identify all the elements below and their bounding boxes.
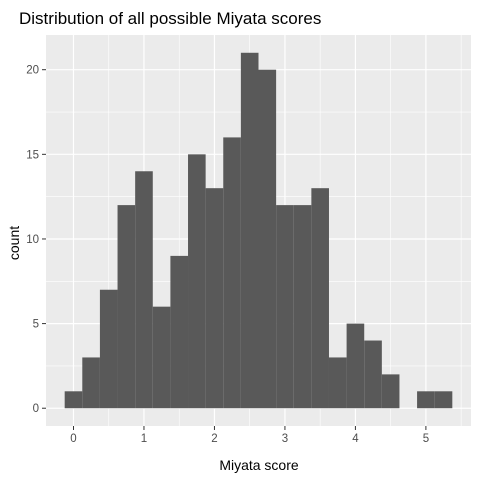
y-tick-label: 20 [26, 65, 39, 77]
histogram-bar [117, 205, 136, 409]
histogram-bar [188, 154, 206, 409]
histogram-bar [434, 391, 453, 409]
y-axis-title: count [6, 226, 22, 260]
x-tick-label: 4 [352, 433, 359, 445]
chart-title: Distribution of all possible Miyata scor… [19, 9, 321, 28]
histogram-bar [205, 188, 224, 409]
histogram-bar [293, 205, 312, 409]
x-tick-label: 3 [282, 433, 288, 445]
histogram-bar [276, 205, 294, 409]
histogram-bar [170, 255, 189, 409]
histogram-bar [240, 52, 259, 409]
histogram-bar [417, 391, 435, 409]
histogram-bar [364, 340, 382, 409]
histogram-bar [152, 306, 171, 409]
histogram-bar [311, 188, 329, 409]
histogram-bar [99, 289, 118, 409]
x-tick-label: 2 [211, 433, 217, 445]
y-axis-ticks: 0 5 10 15 20 [26, 65, 46, 415]
histogram-bars [64, 52, 453, 409]
y-tick-label: 10 [26, 234, 39, 246]
histogram-bar [135, 171, 153, 409]
x-tick-label: 0 [70, 433, 76, 445]
histogram-bar [381, 374, 400, 409]
y-tick-label: 15 [26, 149, 39, 161]
histogram-bar [64, 391, 83, 409]
x-tick-label: 5 [423, 433, 429, 445]
x-axis-title: Miyata score [219, 457, 299, 473]
x-tick-label: 1 [141, 433, 147, 445]
y-tick-label: 0 [33, 403, 39, 415]
histogram-bar [328, 357, 347, 409]
histogram-bar [258, 69, 277, 409]
x-axis-ticks: 0 1 2 3 4 5 [70, 426, 429, 445]
histogram-bar [346, 323, 365, 409]
y-tick-label: 5 [33, 319, 39, 331]
histogram-bar [223, 137, 241, 409]
histogram-bar [82, 357, 100, 409]
